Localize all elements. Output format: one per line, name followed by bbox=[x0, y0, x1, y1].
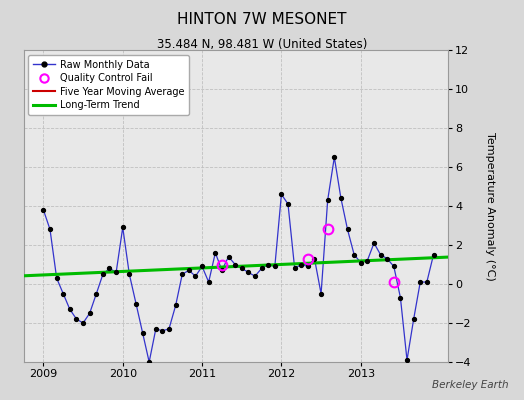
Text: HINTON 7W MESONET: HINTON 7W MESONET bbox=[177, 12, 347, 27]
Text: Berkeley Earth: Berkeley Earth bbox=[432, 380, 508, 390]
Y-axis label: Temperature Anomaly (°C): Temperature Anomaly (°C) bbox=[485, 132, 495, 280]
Legend: Raw Monthly Data, Quality Control Fail, Five Year Moving Average, Long-Term Tren: Raw Monthly Data, Quality Control Fail, … bbox=[28, 55, 189, 115]
Text: 35.484 N, 98.481 W (United States): 35.484 N, 98.481 W (United States) bbox=[157, 38, 367, 51]
